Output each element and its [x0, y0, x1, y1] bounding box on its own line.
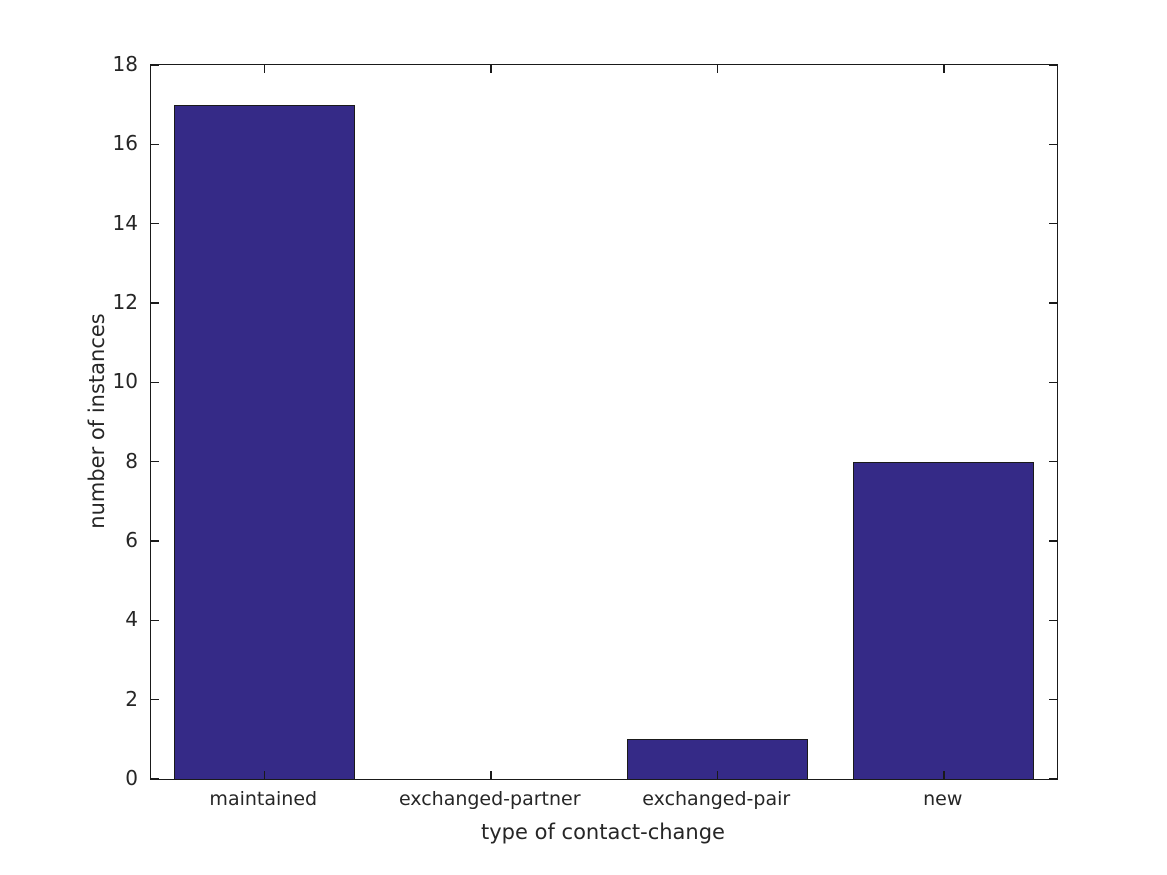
y-tick-mark [1049, 540, 1057, 542]
y-tick-mark [151, 698, 159, 701]
y-tick-mark [1049, 698, 1057, 701]
y-tick-mark [1049, 143, 1057, 146]
x-tick-mark [490, 65, 492, 73]
y-tick-mark [151, 381, 159, 384]
y-tick-label: 10 [112, 369, 138, 394]
y-tick-mark [1049, 222, 1057, 225]
bar-maintained [173, 104, 355, 779]
x-tick-mark [716, 65, 718, 73]
x-tick-label-new: new [923, 788, 963, 810]
y-tick-label: 18 [112, 52, 138, 76]
y-tick-mark [1049, 302, 1057, 304]
y-tick-mark [151, 619, 159, 622]
y-tick-mark [151, 460, 159, 463]
y-tick-mark [151, 222, 159, 225]
y-tick-label: 6 [125, 528, 138, 552]
y-tick-label: 0 [125, 766, 138, 790]
y-tick-label: 12 [112, 290, 138, 314]
x-tick-mark [716, 771, 718, 779]
x-tick-label-exchanged-partner: exchanged-partner [398, 788, 581, 810]
y-axis-label: number of instances [85, 313, 109, 529]
y-tick-label: 2 [125, 686, 138, 711]
x-tick-label-maintained: maintained [209, 788, 318, 810]
x-tick-mark [943, 771, 945, 779]
y-tick-mark [1049, 64, 1057, 66]
plot-area [150, 64, 1058, 780]
y-tick-label: 8 [125, 448, 138, 473]
x-tick-mark [943, 65, 945, 73]
y-tick-label: 4 [125, 607, 138, 632]
x-tick-mark [490, 771, 492, 779]
y-tick-mark [151, 778, 159, 780]
y-tick-mark [1049, 381, 1057, 384]
y-tick-mark [1049, 460, 1057, 463]
y-tick-label: 16 [112, 131, 138, 156]
y-tick-mark [151, 540, 159, 542]
y-tick-label: 14 [112, 210, 138, 235]
y-tick-mark [151, 143, 159, 146]
x-tick-mark [263, 65, 265, 73]
y-tick-mark [1049, 778, 1057, 780]
y-tick-mark [1049, 619, 1057, 622]
x-tick-label-exchanged-pair: exchanged-pair [642, 788, 791, 810]
y-tick-mark [151, 302, 159, 304]
x-tick-mark [263, 771, 265, 779]
bar-new [853, 461, 1035, 779]
x-axis-label: type of contact-change [481, 820, 725, 844]
y-tick-mark [151, 64, 159, 66]
